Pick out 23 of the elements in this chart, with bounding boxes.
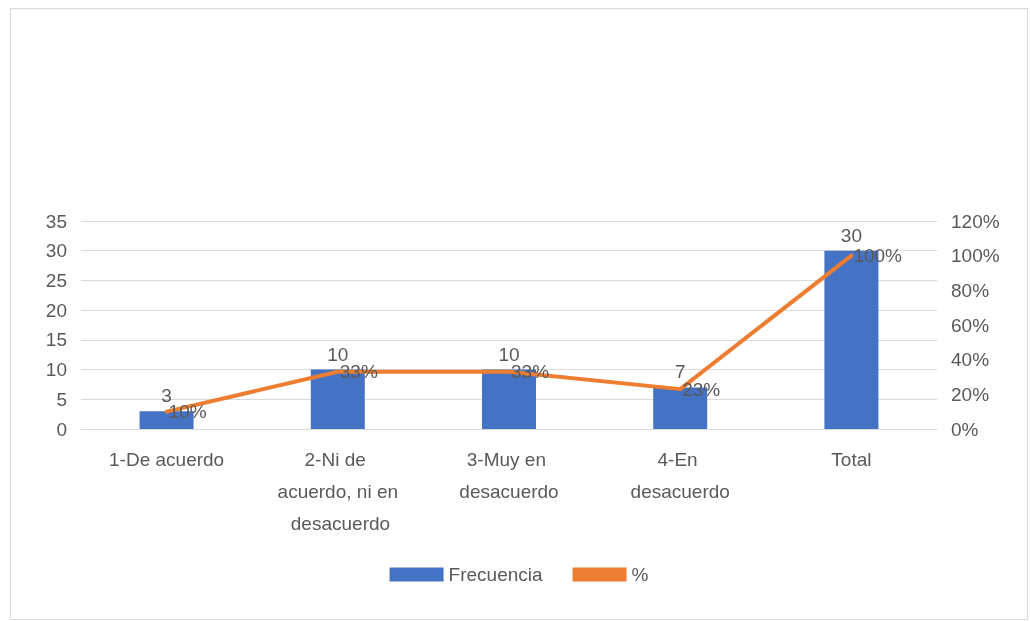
y-tick-label: 20 (45, 299, 67, 321)
y2-tick-label: 120% (951, 210, 1000, 232)
y-tick-label: 35 (45, 210, 67, 232)
legend-label: Frecuencia (448, 564, 543, 585)
y2-tick-label: 60% (951, 314, 990, 336)
x-tick-label: 1-De acuerdo (109, 448, 225, 470)
legend-label: % (631, 564, 649, 585)
y2-tick-label: 80% (951, 279, 990, 301)
y-tick-label: 15 (45, 329, 67, 351)
x-tick-label: 3-Muy en desacuerdo (459, 448, 559, 502)
y-tick-label: 25 (45, 269, 67, 291)
y2-tick-label: 0% (951, 418, 979, 440)
y-tick-label: 30 (45, 240, 67, 262)
x-tick-label: Total (831, 448, 872, 470)
data-label: 30 (840, 224, 862, 246)
y-tick-label: 10 (45, 359, 67, 381)
y-tick-label: 0 (56, 418, 67, 440)
x-tick-label: 2-Ni de acuerdo, ni en desacuerdo (277, 448, 399, 534)
y2-tick-label: 40% (951, 349, 990, 371)
y-tick-label: 5 (56, 388, 67, 410)
x-tick-label: 4-En desacuerdo (630, 448, 730, 502)
y2-tick-label: 20% (951, 383, 990, 405)
y2-tick-label: 100% (951, 245, 1000, 267)
